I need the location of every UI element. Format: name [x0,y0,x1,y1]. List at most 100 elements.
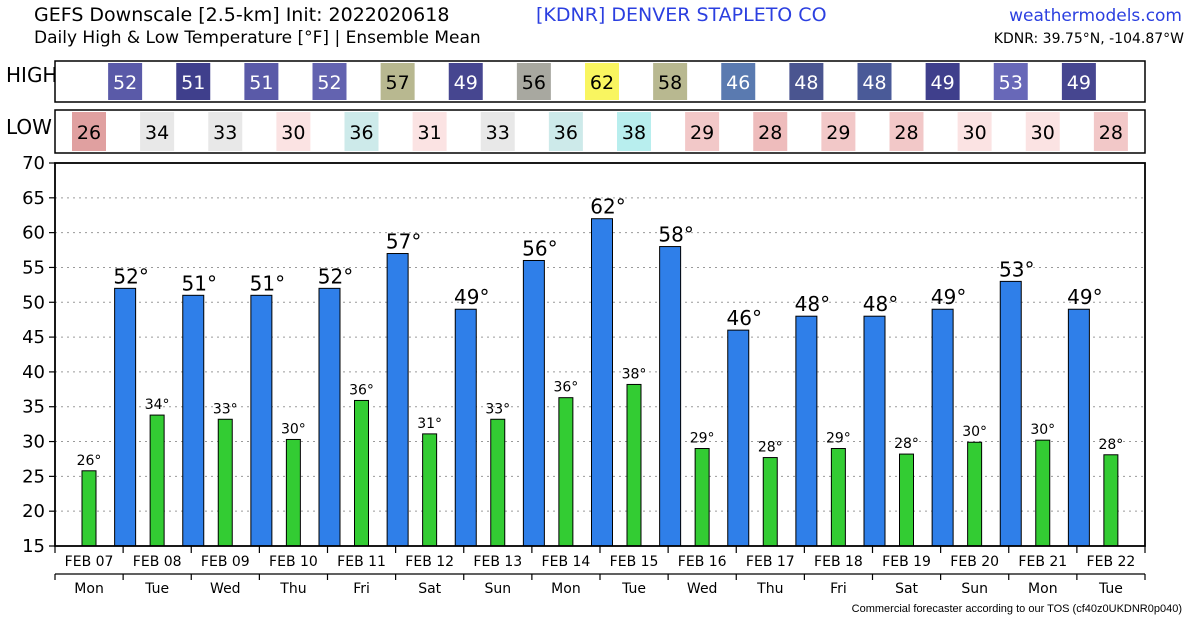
high-bar [386,253,409,547]
high-bar [182,294,205,547]
low-bar [81,470,97,547]
low-table-value: 30 [1031,122,1055,144]
high-table-cell [1061,63,1096,100]
y-axis-ticks: 15 20 25 30 35 40 45 50 55 60 65 70 [22,153,55,557]
high-table-value: 57 [386,72,410,94]
high-table-cell [244,63,279,100]
high-bar [522,259,545,547]
high-bar-label: 49° [931,285,966,309]
x-date-label: FEB 11 [337,554,386,570]
low-table-value: 33 [486,122,510,144]
high-table-cell [312,63,347,100]
low-bar [285,438,301,547]
high-bar-label: 58° [658,223,693,247]
bars [81,218,1119,547]
x-weekday-label: Thu [279,581,306,597]
x-weekday-label: Sat [418,581,441,597]
high-table-value: 53 [999,72,1023,94]
x-weekday-label: Tue [621,581,646,597]
x-date-label: FEB 08 [133,554,182,570]
y-tick-label: 40 [22,362,45,383]
low-table-cell [957,112,992,151]
low-bar-label: 29° [690,431,715,447]
high-row-label: HIGH [6,63,57,87]
high-table-value: 56 [522,72,546,94]
low-row-label: LOW [6,115,52,139]
high-table-cell [448,63,483,100]
low-bar-label: 36° [349,382,374,398]
x-date-label: FEB 15 [610,554,659,570]
high-bar-label: 57° [386,230,421,254]
coordinates-readout: KDNR: 39.75°N, -104.87°W [993,31,1184,47]
low-bar-label: 36° [553,380,578,396]
low-bar [899,453,914,547]
bar-labels: 26° 34° 52° 33° 51° 30° 51° 36° 52° 31° 57° 33° 49° 3… [77,195,1124,469]
high-bar-label: 51° [250,271,285,295]
high-table-cell [585,63,619,100]
high-bar [114,287,137,547]
high-bar [659,246,682,547]
low-bar-label: 30° [1030,422,1055,438]
x-weekday-label: Wed [687,581,718,597]
high-table-value: 51 [181,72,205,94]
x-date-label: FEB 18 [814,554,863,570]
low-table-value: 29 [826,122,850,144]
low-bar-label: 33° [485,401,510,417]
x-date-label: FEB 09 [201,554,250,570]
high-bar [454,308,477,547]
low-bar-label: 28° [1098,437,1123,453]
low-table-cell [480,112,515,151]
high-table-value: 49 [931,72,955,94]
low-table-value: 28 [1099,122,1123,144]
high-bar [250,294,273,547]
x-weekday-label: Fri [830,581,847,597]
low-bar-label: 30° [962,424,987,440]
low-table-cell [1093,112,1128,151]
high-table-value: 52 [113,72,137,94]
low-bar [762,457,778,547]
x-date-label: FEB 13 [473,554,522,570]
low-bar [626,383,642,547]
site-link[interactable]: weathermodels.com [1009,6,1182,26]
high-bar-label: 48° [863,292,898,316]
low-table-cell [1025,112,1060,151]
high-bar-label: 46° [727,306,762,330]
y-tick-label: 30 [22,432,45,453]
low-table-cell [344,112,379,151]
x-date-label: FEB 10 [269,554,318,570]
low-table-value: 36 [349,122,373,144]
x-weekday-label: Mon [551,581,581,597]
x-weekday-label: Mon [1028,581,1058,597]
high-bar-label: 49° [1067,285,1102,309]
high-bar [795,315,818,547]
x-weekday-label: Sat [895,581,918,597]
high-bar [318,287,341,547]
y-tick-label: 25 [22,466,45,487]
footer-credit: Commercial forecaster according to our T… [851,603,1182,615]
x-weekday-label: Thu [756,581,783,597]
low-table-value: 31 [418,122,442,144]
high-table-cell [108,63,143,100]
low-table-cell [617,112,651,151]
low-table-value: 33 [213,122,237,144]
low-table-value: 28 [894,122,918,144]
low-table-value: 38 [622,122,646,144]
low-table-cell [548,112,583,151]
x-date-label: FEB 22 [1087,554,1136,570]
low-bar-label: 34° [145,397,170,413]
high-table-cell [380,63,415,100]
x-date-label: FEB 16 [678,554,727,570]
high-table-cell [653,63,688,100]
low-table-value: 30 [281,122,305,144]
high-table-value: 48 [794,72,818,94]
high-bar [999,280,1022,547]
gridlines [55,197,1145,512]
high-table-value: 58 [658,72,682,94]
high-bar [931,308,954,547]
low-bar [694,448,710,547]
high-bar [591,218,613,547]
low-table-value: 36 [554,122,578,144]
high-table-cell [857,63,892,100]
low-table-cell [753,112,788,151]
x-date-label: FEB 17 [746,554,795,570]
